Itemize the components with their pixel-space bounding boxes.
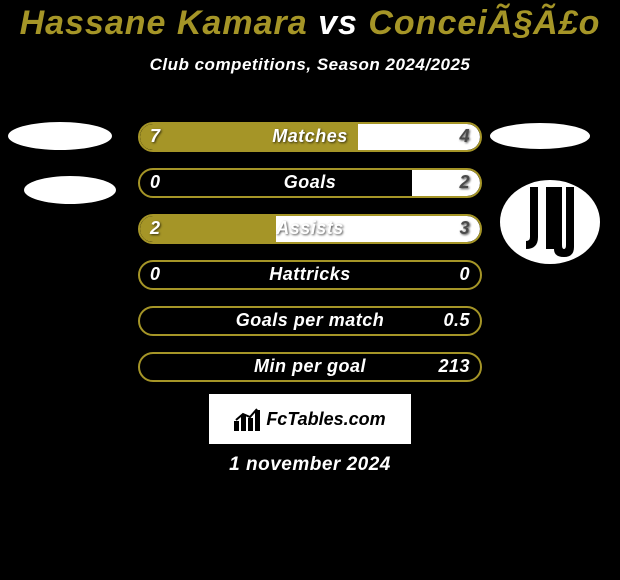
brand-text: FcTables.com xyxy=(266,409,385,430)
bar-value-right: 0 xyxy=(459,264,470,285)
stat-bar: 7 4 Matches xyxy=(138,122,482,152)
stat-bars: 7 4 Matches 0 2 Goals 2 3 Assists 0 0 Hattricks 0.5 G… xyxy=(138,122,482,398)
bar-value-right: 0.5 xyxy=(443,310,470,331)
badge-ellipse xyxy=(24,176,116,204)
vs-label: vs xyxy=(318,4,358,42)
bar-label: Matches xyxy=(272,126,348,147)
comparison-title: Hassane Kamara vs ConceiÃ§Ã£o xyxy=(0,0,620,43)
bar-value-right: 4 xyxy=(459,126,470,147)
player2-name: ConceiÃ§Ã£o xyxy=(368,4,600,42)
stat-bar: 0 2 Goals xyxy=(138,168,482,198)
subtitle: Club competitions, Season 2024/2025 xyxy=(0,55,620,75)
bar-value-left: 0 xyxy=(150,264,161,285)
brand-badge: FcTables.com xyxy=(209,394,411,444)
brand-chart-icon xyxy=(234,407,262,431)
right-team-ellipse xyxy=(490,123,590,149)
stat-bar: 213 Min per goal xyxy=(138,352,482,382)
player1-name: Hassane Kamara xyxy=(20,4,308,42)
badge-ellipse xyxy=(8,122,112,150)
juventus-logo-icon xyxy=(524,187,576,257)
stat-bar: 2 3 Assists xyxy=(138,214,482,244)
bar-label: Goals xyxy=(284,172,337,193)
date-label: 1 november 2024 xyxy=(229,454,391,476)
bar-value-left: 7 xyxy=(150,126,161,147)
bar-value-left: 2 xyxy=(150,218,161,239)
stat-bar: 0 0 Hattricks xyxy=(138,260,482,290)
juventus-logo xyxy=(500,180,600,264)
bar-label: Assists xyxy=(276,218,344,239)
bar-value-left: 0 xyxy=(150,172,161,193)
stat-bar: 0.5 Goals per match xyxy=(138,306,482,336)
bar-value-right: 2 xyxy=(459,172,470,193)
bar-label: Hattricks xyxy=(269,264,351,285)
bar-label: Goals per match xyxy=(236,310,385,331)
bar-label: Min per goal xyxy=(254,356,366,377)
bar-value-right: 213 xyxy=(438,356,470,377)
bar-value-right: 3 xyxy=(459,218,470,239)
